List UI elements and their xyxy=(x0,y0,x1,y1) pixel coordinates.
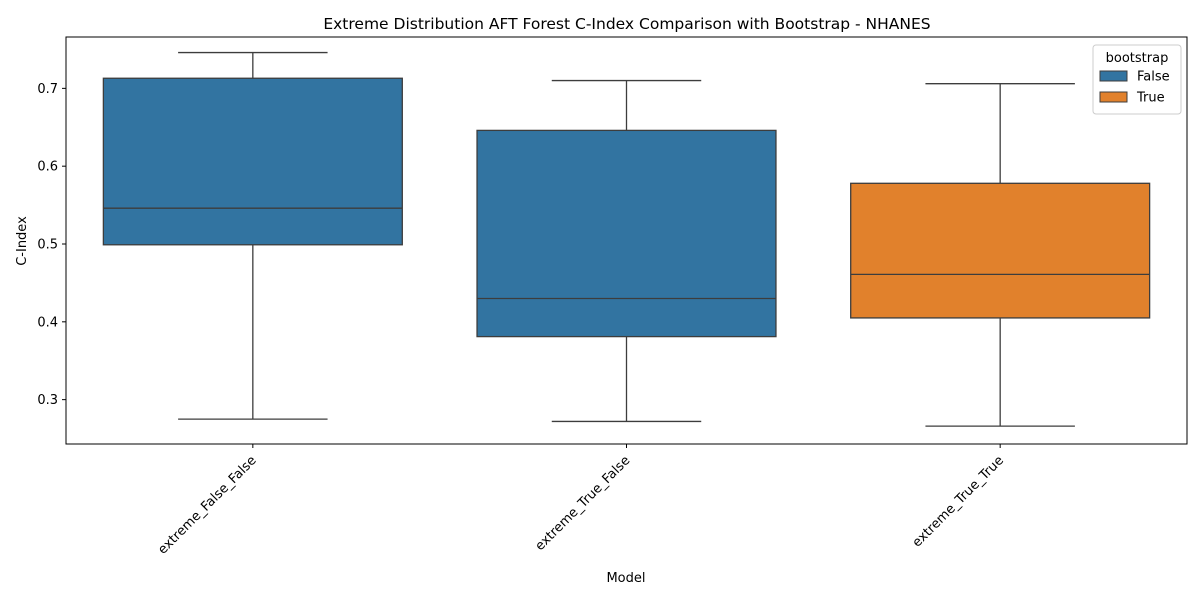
legend-title: bootstrap xyxy=(1106,51,1169,66)
y-tick-label: 0.4 xyxy=(37,315,58,330)
chart-title: Extreme Distribution AFT Forest C-Index … xyxy=(323,15,930,33)
y-tick-label: 0.7 xyxy=(37,82,58,97)
x-tick-label: extreme_True_False xyxy=(533,453,634,554)
legend: bootstrap False True xyxy=(1092,44,1182,115)
x-axis: extreme_False_False extreme_True_False ext… xyxy=(155,444,1007,558)
legend-label-false: False xyxy=(1137,70,1170,85)
y-tick-label: 0.5 xyxy=(37,238,58,253)
y-axis: 0.3 0.4 0.5 0.6 0.7 xyxy=(37,82,66,408)
plot-area xyxy=(65,36,1188,445)
box xyxy=(850,182,1151,319)
x-axis-label: Model xyxy=(606,571,645,586)
box xyxy=(102,77,403,246)
legend-swatch-false xyxy=(1099,70,1128,82)
legend-label-true: True xyxy=(1136,91,1165,106)
y-axis-label: C-Index xyxy=(15,216,30,266)
x-tick-label: extreme_False_False xyxy=(155,453,259,557)
y-tick-label: 0.3 xyxy=(37,393,58,408)
x-tick-label: extreme_True_True xyxy=(910,453,1007,550)
box-group-extreme_False_False xyxy=(102,51,403,420)
box-group-extreme_True_False xyxy=(476,79,777,423)
legend-swatch-true xyxy=(1099,91,1128,103)
box xyxy=(476,129,777,338)
box-group-extreme_True_True xyxy=(850,83,1151,427)
y-tick-label: 0.6 xyxy=(37,160,58,175)
